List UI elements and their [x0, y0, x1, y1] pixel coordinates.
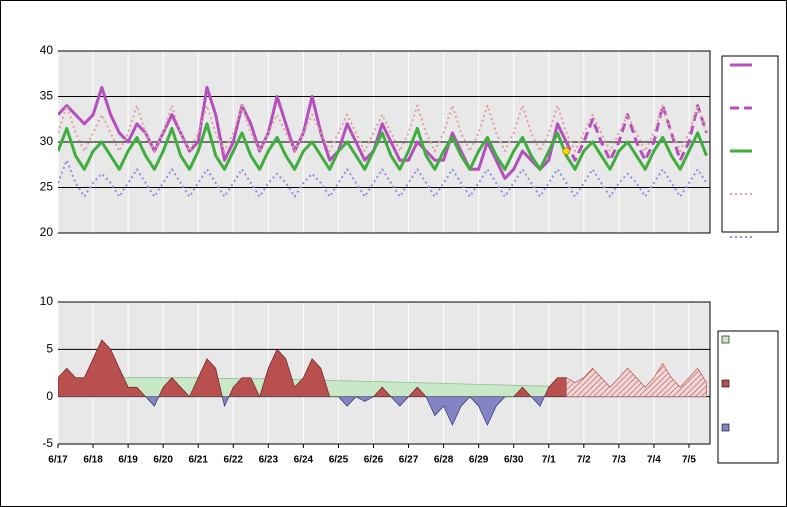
y-tick-label: 0 [46, 389, 53, 403]
y-tick-label: 20 [40, 225, 54, 239]
legend-swatch [721, 379, 730, 388]
negative-area [58, 396, 567, 426]
legend-box [717, 330, 779, 464]
series-group [58, 339, 707, 426]
x-tick-label: 7/1 [542, 455, 556, 466]
x-tick-label: 6/21 [188, 455, 208, 466]
series-line [58, 104, 708, 153]
y-tick-label: 25 [40, 180, 54, 194]
y-tick-label: 5 [46, 342, 53, 356]
y-tick-label: 35 [40, 89, 54, 103]
x-tick-label: 6/24 [294, 455, 314, 466]
x-tick-label: 6/19 [118, 455, 138, 466]
series-group [58, 85, 708, 198]
plot-area [57, 301, 711, 445]
point [562, 147, 571, 156]
x-tick-label: 6/28 [434, 455, 454, 466]
x-tick-label: 6/25 [329, 455, 349, 466]
y-tick-label: 10 [40, 294, 54, 308]
legend-box [721, 55, 779, 233]
x-tick-label: 6/27 [399, 455, 419, 466]
series-line [564, 104, 708, 162]
x-tick-label: 6/18 [83, 455, 103, 466]
x-tick-label: 6/30 [504, 455, 524, 466]
series-line [58, 85, 568, 180]
series-line [58, 122, 708, 171]
legend-swatch [721, 335, 730, 344]
x-tick-label: 6/23 [259, 455, 279, 466]
x-tick-label: 6/22 [224, 455, 244, 466]
forecast-area [565, 362, 707, 398]
y-tick-label: 30 [40, 134, 54, 148]
x-tick-label: 6/26 [364, 455, 384, 466]
y-tick-label: 40 [40, 43, 54, 57]
y-tick-label: -5 [42, 436, 53, 450]
x-tick-label: 7/2 [577, 455, 591, 466]
x-tick-label: 6/20 [153, 455, 173, 466]
x-tick-label: 7/4 [647, 455, 661, 466]
series-line [58, 159, 708, 198]
positive-area [58, 339, 567, 397]
x-tick-label: 7/5 [682, 455, 696, 466]
x-tick-label: 6/17 [48, 455, 68, 466]
x-tick-label: 6/29 [469, 455, 489, 466]
x-tick-label: 7/3 [612, 455, 626, 466]
legend-swatch [721, 423, 730, 432]
